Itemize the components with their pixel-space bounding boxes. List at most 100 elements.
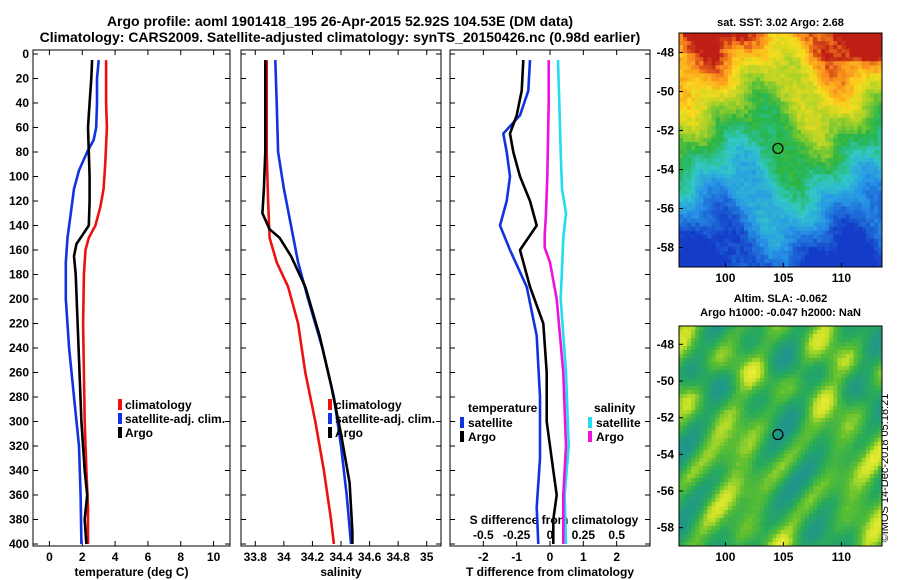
map-cell [804,454,810,459]
map-cell [723,41,729,46]
map-cell [743,402,749,407]
map-cell [743,89,749,95]
map-cell [683,101,688,107]
map-cell [760,93,765,99]
map-cell [877,210,883,216]
map-cell [829,85,834,90]
map-cell [784,141,790,147]
map-cell [845,210,851,216]
map-cell [687,430,692,435]
map-cell [715,418,721,423]
map-cell [849,145,855,151]
map-cell [752,246,757,252]
map-cell [760,218,765,224]
map-cell [804,430,810,435]
map-cell [788,450,794,455]
map-cell [699,129,704,135]
map-cell [825,454,830,459]
map-cell [796,250,802,256]
map-cell [861,370,867,375]
map-cell [861,198,867,203]
map-cell [719,206,725,212]
map-cell [743,442,749,447]
map-cell [873,466,879,471]
map-cell [760,65,765,70]
map-cell [861,258,867,264]
map-cell [792,109,798,115]
map-cell [869,186,875,191]
map-cell [691,77,696,82]
map-cell [772,378,777,383]
map-cell [788,214,794,220]
map-cell [691,354,696,359]
map-cell [735,410,741,415]
map-cell [748,170,753,175]
map-cell [764,218,769,224]
map-cell [873,41,879,46]
map-cell [877,226,883,232]
map-cell [760,354,765,359]
map-cell [695,182,700,187]
map-cell [829,202,834,207]
map-cell [817,410,822,415]
map-cell [748,137,753,143]
map-cell [833,246,838,252]
legend-entry: climatology [125,398,192,412]
map-cell [849,170,855,175]
map-cell [743,406,749,411]
map-cell [748,242,753,248]
map-cell [865,434,871,439]
map-cell [825,121,830,127]
map-cell [731,49,737,54]
map-cell [857,162,863,167]
map-cell [703,190,708,195]
map-cell [800,414,806,419]
map-cell [756,158,761,163]
map-cell [804,141,810,147]
map-cell [719,194,725,199]
map-cell [723,398,729,403]
map-cell [812,258,818,264]
map-cell [703,226,708,232]
map-cell [735,426,741,431]
map-cell [808,246,814,252]
map-cell [869,57,875,62]
map-cell [804,390,810,395]
map-cell [873,394,879,399]
map-cell [865,382,871,387]
map-cell [788,426,794,431]
map-cell [739,202,745,207]
map-cell [748,186,753,191]
map-cell [752,89,757,95]
map-cell [869,89,875,95]
map-cell [756,141,761,147]
map-cell [865,198,871,203]
map-cell [792,254,798,260]
map-cell [861,254,867,260]
map-cell [768,450,773,455]
map-cell [800,49,806,54]
map-cell [808,438,814,443]
map-cell [683,150,688,155]
map-cell [829,186,834,191]
map-cell [707,358,712,363]
map-cell [865,61,871,66]
map-cell [817,97,822,103]
map-cell [707,382,712,387]
map-cell [752,250,757,256]
map-cell [715,242,721,248]
map-cell [776,462,781,467]
map-cell [800,133,806,139]
map-cell [877,450,883,455]
map-cell [825,154,830,159]
map-cell [735,342,741,347]
map-cell [865,49,871,54]
map-cell [764,182,769,187]
map-cell [679,422,684,427]
map-cell [695,442,700,447]
map-cell [683,370,688,375]
map-cell [804,374,810,379]
map-cell [743,362,749,367]
map-cell [695,170,700,175]
map-cell [739,141,745,147]
